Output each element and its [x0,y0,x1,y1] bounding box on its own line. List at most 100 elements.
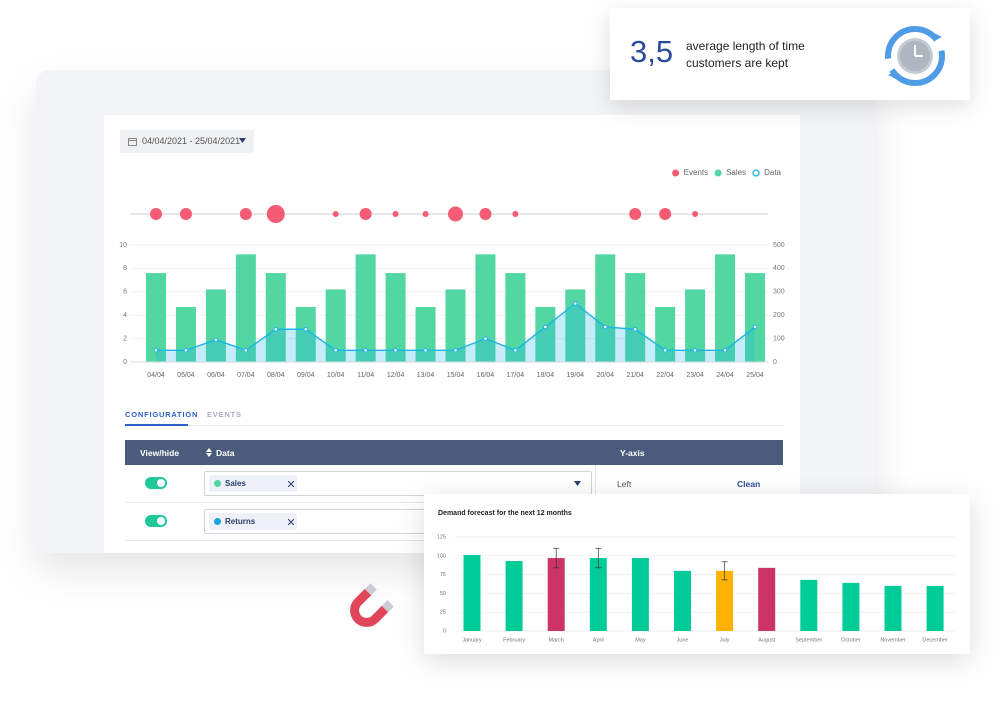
x-tick-label: 24/04 [716,372,734,379]
bar [295,307,316,362]
x-tick-label: November [880,637,906,643]
column-header: View/hide [140,448,180,458]
x-tick-label: 10/04 [327,372,345,379]
bar [715,254,736,362]
x-tick-label: 25/04 [746,372,764,379]
series-dot [214,480,221,487]
legend-label: Events [684,168,708,177]
remove-icon[interactable] [288,519,294,525]
error-bar [721,561,728,581]
bar [355,254,376,362]
kpi-text: customers are kept [686,56,789,70]
series-chip: Sales [209,475,297,492]
series-dot [214,518,221,525]
bar [205,289,226,362]
tab-divider [125,425,783,426]
line-point [692,348,698,353]
tab[interactable]: CONFIGURATION [125,410,199,419]
x-tick-label: 20/04 [596,372,614,379]
y2-tick-label: 300 [773,289,785,296]
bar [415,307,436,362]
bar [884,585,902,631]
y-tick-label: 75 [440,572,446,578]
x-tick-label: 21/04 [626,372,644,379]
bar [589,558,607,631]
toggle[interactable] [145,477,167,489]
bar [535,307,556,362]
x-tick-label: October [841,637,861,643]
x-tick-label: January [462,637,482,643]
x-tick-label: August [758,637,776,643]
event-bubble [179,208,192,220]
clock-icon [885,26,945,86]
x-tick-label: 13/04 [417,372,435,379]
x-tick-label: 09/04 [297,372,315,379]
x-tick-label: March [549,637,564,643]
y-tick-label: 2 [123,335,127,342]
line-point [722,348,728,353]
column-header: Y-axis [620,448,645,458]
x-tick-label: 07/04 [237,372,255,379]
line-point [243,348,249,353]
x-tick-label: 05/04 [177,372,195,379]
y2-tick-label: 200 [773,312,785,319]
y2-tick-label: 500 [773,242,785,249]
event-bubble [629,208,642,220]
date-picker[interactable]: 04/04/2021 - 25/04/2021 [120,130,254,153]
y2-tick-label: 400 [773,265,785,272]
bar [926,585,944,631]
y-tick-label: 10 [119,242,127,249]
toggle[interactable] [145,515,167,527]
x-tick-label: May [635,637,646,643]
y-tick-label: 125 [437,534,446,540]
x-tick-label: 11/04 [357,372,374,379]
legend-marker [672,169,680,177]
clean-button[interactable]: Clean [737,479,761,489]
table-row: Sales Left Clean [125,465,783,503]
x-tick-label: April [593,637,604,643]
event-bubble [239,208,252,220]
dropdown-arrow [574,481,581,486]
x-tick-label: 04/04 [147,372,165,379]
line-point [393,348,398,353]
x-tick-label: July [720,637,730,643]
bar [325,289,346,362]
forecast-chart: Demand forecast for the next 12 months 0… [437,510,955,643]
line-point [363,348,368,353]
x-tick-label: 18/04 [537,372,555,379]
event-bubble [448,206,463,222]
event-bubble [512,211,519,217]
legend-marker [714,169,722,177]
column-header: Data [216,448,235,458]
series-select[interactable]: Sales [204,471,592,496]
y2-tick-label: 100 [773,335,785,342]
table-header: View/hide Data Y-axis [125,440,783,465]
calendar-icon [128,138,137,146]
bar [463,555,481,631]
line-point [543,324,548,330]
bar [146,273,166,362]
error-bar [553,547,560,569]
y-tick-label: 50 [440,591,446,597]
bar [800,579,818,631]
legend-label: Data [764,168,781,177]
remove-icon[interactable] [288,481,294,487]
sort-icon[interactable] [206,448,212,457]
y-tick-label: 100 [437,553,446,559]
axis-cell: Left [617,479,632,489]
line-point [183,348,189,353]
bar [842,582,860,631]
tab[interactable]: EVENTS [207,410,242,419]
x-tick-label: 19/04 [567,372,585,379]
date-range: 04/04/2021 - 25/04/2021 [142,136,241,146]
line-point [303,326,309,332]
line-point [423,348,428,353]
line-point [662,348,668,353]
bar [475,254,496,362]
line-point [752,324,758,330]
event-bubble [422,211,429,217]
area [156,303,755,362]
dropdown-arrow [239,138,246,143]
event-bubble [150,208,162,220]
